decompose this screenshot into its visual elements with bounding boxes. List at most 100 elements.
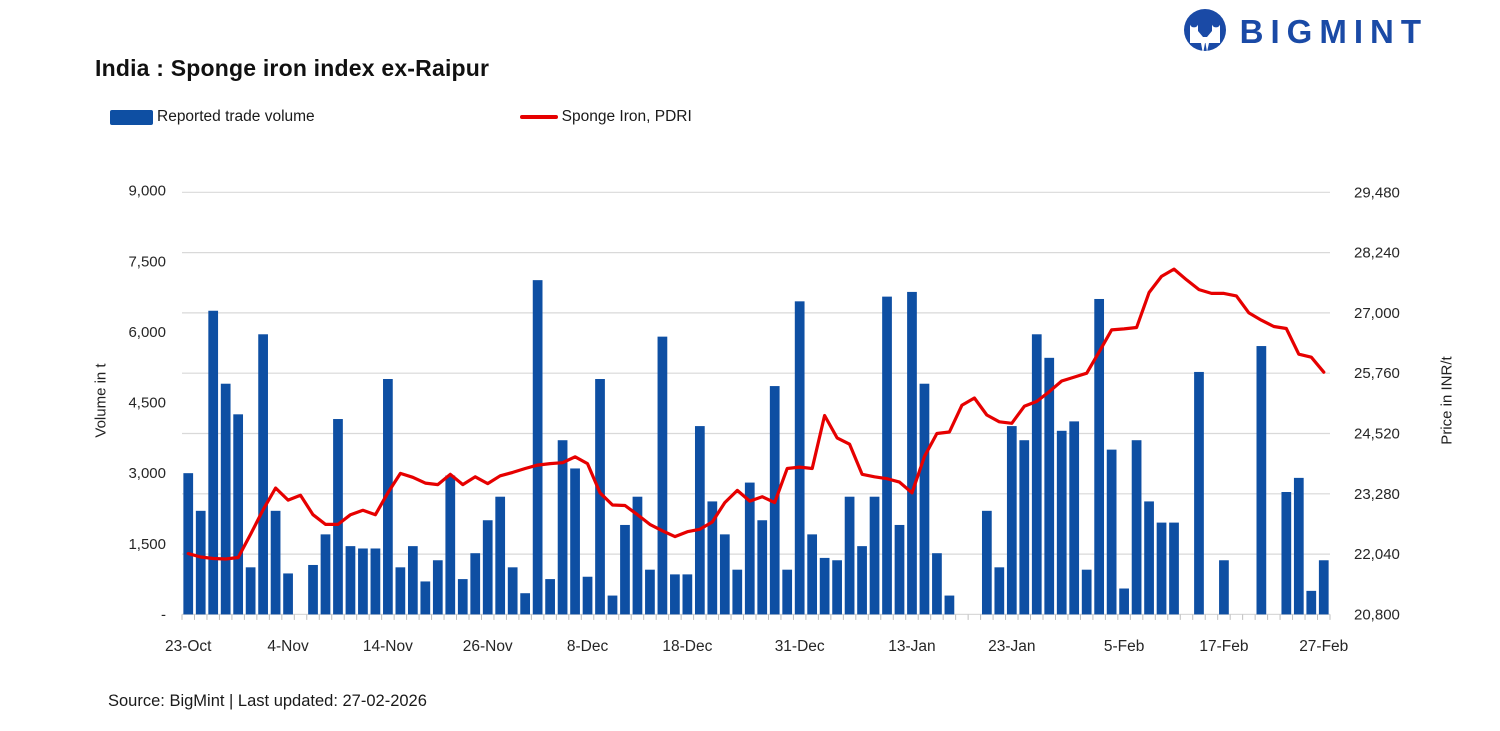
volume-bar <box>894 524 905 615</box>
x-axis-label: 14-Nov <box>363 638 413 655</box>
left-axis-tick-label: 6,000 <box>128 324 166 341</box>
volume-bar <box>694 426 705 615</box>
x-axis-label: 26-Nov <box>463 638 513 655</box>
volume-bar <box>670 574 680 615</box>
x-axis-label: 4-Nov <box>267 638 309 655</box>
volume-bar <box>495 496 506 615</box>
left-axis-tick-label: 3,000 <box>128 465 166 482</box>
volume-bar <box>782 569 793 615</box>
volume-bar <box>545 579 555 615</box>
x-axis-labels: 23-Oct 4-Nov 14-Nov 26-Nov 8-Dec 18-Dec 31-Dec… <box>165 638 1348 655</box>
x-axis-label: 13-Jan <box>888 638 935 655</box>
volume-bar <box>981 510 992 615</box>
volume-bar <box>907 291 917 615</box>
volume-bar <box>1069 421 1080 615</box>
volume-bar <box>682 574 693 615</box>
left-axis-tick-label: 4,500 <box>128 395 166 412</box>
volume-bar <box>832 560 842 615</box>
volume-bar <box>1106 449 1117 615</box>
bigmint-logo-icon <box>1183 9 1226 54</box>
legend-item-volume: Reported trade volume <box>110 108 315 126</box>
volume-bar <box>470 553 481 615</box>
volume-bar <box>819 557 830 615</box>
x-axis-label: 27-Feb <box>1299 638 1348 655</box>
volume-bar <box>1019 440 1030 615</box>
volume-bar <box>1031 334 1042 615</box>
volume-bar <box>345 546 356 615</box>
volume-bar <box>882 296 892 615</box>
volume-bar <box>844 496 855 615</box>
volume-bar <box>632 496 643 615</box>
right-axis-tick-labels: 29,480 28,240 27,000 25,760 24,520 23,280 22,0… <box>1354 184 1400 623</box>
volume-bar <box>757 520 768 615</box>
volume-bar <box>395 567 406 615</box>
volume-bar <box>407 546 418 615</box>
volume-bar <box>794 301 805 615</box>
volume-bar <box>944 595 955 615</box>
brand-word: BIGMINT <box>1239 13 1428 50</box>
legend-item-price: Sponge Iron, PDRI <box>519 108 692 126</box>
volume-bar <box>1144 501 1154 615</box>
chart-title: India : Sponge iron index ex-Raipur <box>95 55 490 81</box>
x-axis-label: 23-Jan <box>988 638 1035 655</box>
volume-bar <box>857 546 867 615</box>
volume-bar <box>457 579 468 615</box>
volume-bar <box>1119 588 1129 615</box>
volume-bar <box>1006 426 1017 615</box>
volume-bar <box>233 414 244 615</box>
volume-bar <box>1281 491 1292 615</box>
volume-bar <box>919 383 930 615</box>
right-axis-tick-label: 20,800 <box>1354 606 1400 623</box>
x-axis-label: 17-Feb <box>1199 638 1248 655</box>
x-axis-label: 31-Dec <box>775 638 825 655</box>
volume-bar <box>520 593 531 615</box>
price-line <box>186 267 1326 561</box>
volume-bar <box>220 383 231 615</box>
volume-bar <box>869 496 880 615</box>
right-axis-tick-label: 28,240 <box>1354 245 1400 262</box>
volume-bars <box>183 280 1329 615</box>
legend-label-price: Sponge Iron, PDRI <box>561 108 692 125</box>
right-axis-tick-label: 25,760 <box>1354 365 1400 382</box>
volume-bar <box>358 548 368 615</box>
volume-swatch-icon <box>110 109 153 125</box>
volume-bar <box>245 567 256 615</box>
volume-bar <box>208 310 219 615</box>
volume-bar <box>744 482 755 615</box>
left-axis-tick-label: 9,000 <box>128 183 166 200</box>
volume-bar <box>582 576 593 615</box>
volume-bar <box>719 534 730 615</box>
volume-bar <box>557 440 568 615</box>
left-axis-tick-label: 7,500 <box>128 253 166 270</box>
x-axis-label: 18-Dec <box>662 638 712 655</box>
volume-bar <box>432 560 443 615</box>
volume-bar <box>183 473 194 615</box>
volume-bar <box>1256 346 1267 615</box>
volume-bar <box>1056 430 1067 615</box>
volume-bar <box>607 595 618 615</box>
volume-bar <box>620 524 630 615</box>
volume-bar <box>570 468 580 615</box>
volume-bar <box>645 569 655 615</box>
volume-bar <box>1219 560 1229 615</box>
right-axis-tick-label: 23,280 <box>1354 486 1400 503</box>
price-line-swatch-icon <box>519 115 558 119</box>
volume-bar <box>1318 560 1329 615</box>
volume-bar <box>420 581 431 615</box>
right-axis-tick-label: 22,040 <box>1354 546 1400 563</box>
volume-bar <box>532 280 543 615</box>
volume-bar <box>383 379 393 615</box>
volume-bar <box>1293 477 1304 615</box>
volume-bar <box>1131 440 1142 615</box>
volume-bar <box>807 534 818 615</box>
volume-bar <box>320 534 331 615</box>
x-axis-label: 23-Oct <box>165 638 212 655</box>
volume-bar <box>994 567 1005 615</box>
right-axis-tick-label: 24,520 <box>1354 426 1400 443</box>
right-axis-tick-label: 29,480 <box>1354 184 1400 201</box>
chart-legend: Reported trade volume Sponge Iron, PDRI <box>110 108 692 126</box>
left-axis-tick-labels: 9,000 7,500 6,000 4,500 3,000 1,500 - <box>128 183 166 624</box>
left-axis-tick-label: 1,500 <box>128 536 166 553</box>
volume-bar <box>1306 590 1317 615</box>
